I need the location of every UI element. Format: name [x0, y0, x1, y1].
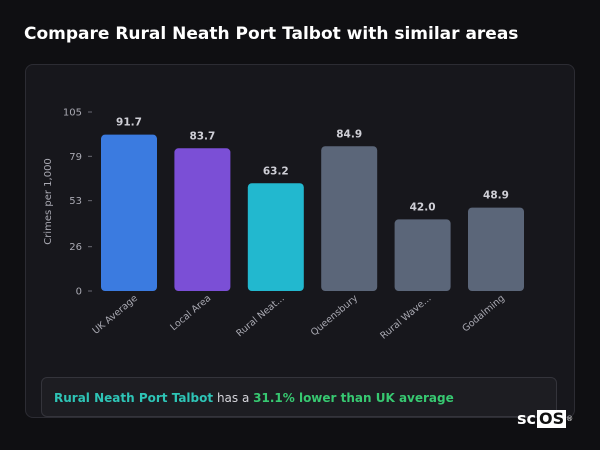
x-tick-label: Rural Wave... [378, 293, 433, 342]
bar-value-label: 42.0 [410, 201, 436, 213]
bar-chart: Crimes per 1,000 0 26 53 79 105 91.7 UK Average… [43, 108, 524, 342]
x-tick-label: Godalming [460, 293, 507, 335]
callout-difference: 31.1% lower than UK average [253, 391, 454, 405]
bar-value-label: 91.7 [116, 117, 142, 129]
bar-value-label: 84.9 [336, 128, 362, 140]
comparison-callout: Rural Neath Port Talbot has a 31.1% lowe… [41, 377, 557, 417]
y-tick-label: 79 [69, 152, 82, 163]
bar [394, 219, 451, 291]
x-tick-label: Rural Neat... [234, 293, 286, 339]
y-tick-label: 0 [76, 287, 82, 298]
x-tick-label: Queensbury [309, 293, 361, 339]
logo-prefix: sc [517, 409, 537, 428]
x-tick-label: UK Average [91, 293, 140, 337]
y-tick-label: 105 [63, 108, 82, 119]
callout-text: has a [213, 391, 254, 405]
y-axis-label: Crimes per 1,000 [43, 158, 54, 245]
bar [174, 148, 231, 291]
bar-value-label: 48.9 [483, 190, 509, 202]
x-tick-label: Local Area [168, 293, 213, 333]
chart-card: Crimes per 1,000 0 26 53 79 105 91.7 UK Average… [25, 64, 575, 418]
bar [321, 146, 378, 291]
y-tick-label: 26 [69, 242, 82, 253]
callout-area-name: Rural Neath Port Talbot [54, 391, 214, 405]
bar [247, 183, 304, 291]
bar [101, 134, 157, 291]
page-title: Compare Rural Neath Port Talbot with sim… [24, 24, 519, 44]
bar [468, 207, 524, 291]
scos-logo: sc OS ® [517, 408, 573, 430]
y-tick-label: 53 [69, 196, 82, 207]
bar-value-label: 83.7 [189, 130, 215, 142]
logo-registered-mark: ® [566, 415, 574, 423]
bar-value-label: 63.2 [263, 165, 289, 177]
logo-boxed-text: OS [537, 409, 567, 428]
